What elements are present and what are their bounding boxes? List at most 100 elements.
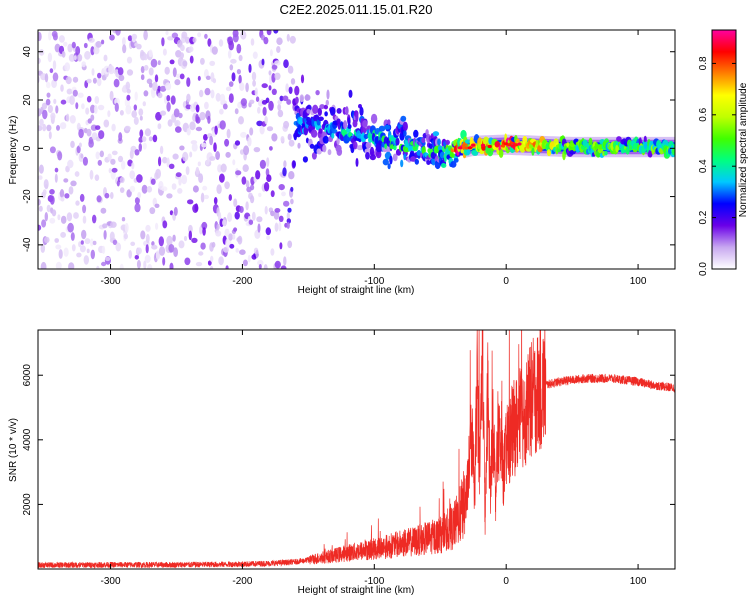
spectrogram-cell — [109, 90, 114, 101]
spectrogram-cell — [85, 107, 90, 115]
y-tick-label: 40 — [22, 46, 33, 58]
spectrogram-cell — [290, 78, 296, 85]
spectrogram-peak — [500, 144, 506, 148]
spectrogram-cell — [117, 155, 124, 163]
spectrogram-cell — [42, 123, 47, 132]
spectrogram-cell — [361, 126, 367, 135]
spectrogram-cell — [195, 113, 199, 123]
spectrogram-cell — [202, 227, 206, 236]
spectrogram-cell — [238, 74, 242, 84]
spectrogram-cell — [189, 55, 194, 64]
spectrogram-cell — [74, 171, 80, 177]
spectrogram-cell — [140, 230, 146, 240]
spectrogram-cell — [240, 30, 247, 40]
spectrogram-cell — [116, 180, 120, 187]
spectrogram-cell — [282, 167, 287, 177]
spectrogram-cell — [75, 46, 81, 56]
spectrogram-cell — [86, 78, 92, 84]
spectrogram-cell — [204, 87, 211, 96]
spectrogram-cell — [154, 203, 160, 208]
spectrogram-cell — [124, 222, 129, 233]
spectrogram-cell — [145, 244, 149, 254]
spectrogram-cell — [81, 229, 87, 240]
spectrogram-cell — [158, 156, 162, 167]
spectrogram-cell — [128, 250, 132, 259]
spectrogram-cell — [195, 166, 200, 175]
spectrogram-cell — [265, 168, 270, 177]
spectrogram-cell — [226, 128, 231, 139]
spectrogram-cell — [166, 95, 171, 102]
spectrogram-cell — [169, 262, 174, 269]
spectrogram-cell — [45, 98, 51, 106]
spectrogram-cell — [227, 212, 233, 223]
spectrogram-cell — [224, 138, 230, 147]
spectrogram-cell — [285, 83, 289, 93]
spectrogram-cell — [259, 159, 266, 169]
spectrogram-cell — [276, 37, 283, 45]
spectrogram-cell — [286, 221, 290, 229]
spectrogram-cell — [119, 187, 125, 194]
spectrogram-cell — [83, 255, 90, 265]
spectrogram-cell — [211, 241, 216, 248]
colorbar-gradient — [712, 30, 736, 269]
spectrogram-cell — [257, 259, 264, 266]
spectrogram-cell — [179, 73, 185, 80]
spectrogram-cell — [240, 131, 247, 138]
spectrogram-cell — [139, 115, 143, 121]
spectrogram-cell — [61, 51, 66, 58]
spectrogram-cell — [55, 244, 62, 250]
spectrogram-cell — [318, 128, 323, 134]
spectrogram-cell — [224, 181, 230, 190]
spectrogram-cell — [134, 203, 141, 213]
spectrogram-cell — [278, 215, 284, 222]
spectrogram-cell — [104, 192, 110, 199]
spectrogram-cell — [141, 184, 148, 194]
spectrogram-cell — [134, 91, 138, 101]
spectrogram-cell — [203, 194, 209, 200]
spectrogram-cell — [155, 222, 159, 230]
spectrogram-cell — [269, 146, 273, 151]
x-tick-label: 100 — [630, 276, 647, 287]
spectrogram-cell — [67, 159, 74, 169]
spectrogram-cell — [91, 68, 95, 76]
spectrogram-cell — [158, 236, 164, 247]
spectrogram-cell — [178, 177, 182, 186]
spectrogram-cell — [80, 240, 84, 245]
spectrogram-cell — [238, 116, 244, 125]
spectrogram-cell — [227, 49, 232, 59]
spectrogram-cell — [101, 39, 105, 45]
spectrogram-cell — [136, 43, 142, 50]
spectrogram-cell — [142, 101, 146, 107]
spectrogram-cell — [146, 78, 153, 85]
spectrogram-cell — [331, 129, 338, 134]
spectrogram-cell — [594, 142, 599, 151]
spectrogram-cell — [110, 192, 114, 199]
spectrogram-cell — [270, 190, 275, 198]
spectrogram-cell — [113, 78, 120, 88]
spectrogram-cell — [64, 193, 70, 199]
spectrogram-cell — [266, 157, 270, 168]
spectrogram-cell — [148, 49, 153, 58]
spectrogram-cell — [148, 67, 154, 76]
spectrogram-cell — [219, 93, 226, 104]
spectrogram-cell — [245, 201, 249, 211]
spectrogram-cell — [100, 207, 107, 214]
spectrogram-cell — [55, 105, 59, 114]
spectrogram-cell — [375, 150, 382, 159]
spectrogram-cell — [395, 137, 400, 146]
spectrogram-cell — [109, 34, 115, 41]
spectrogram-cell — [261, 58, 265, 66]
spectrogram-cell — [164, 66, 170, 75]
spectrogram-cell — [341, 129, 348, 136]
spectrogram-cell — [139, 129, 144, 138]
x-tick-label: -100 — [364, 576, 384, 587]
spectrogram-cell — [70, 180, 77, 187]
spectrogram-cell — [38, 125, 43, 132]
spectrogram-cell — [235, 248, 239, 253]
spectrogram-cell — [159, 85, 167, 92]
spectrogram-cell — [277, 109, 284, 118]
spectrogram-cell — [280, 136, 285, 143]
spectrogram-cell — [184, 257, 191, 266]
spectrogram-cell — [265, 97, 270, 104]
spectrogram-cell — [51, 79, 57, 88]
